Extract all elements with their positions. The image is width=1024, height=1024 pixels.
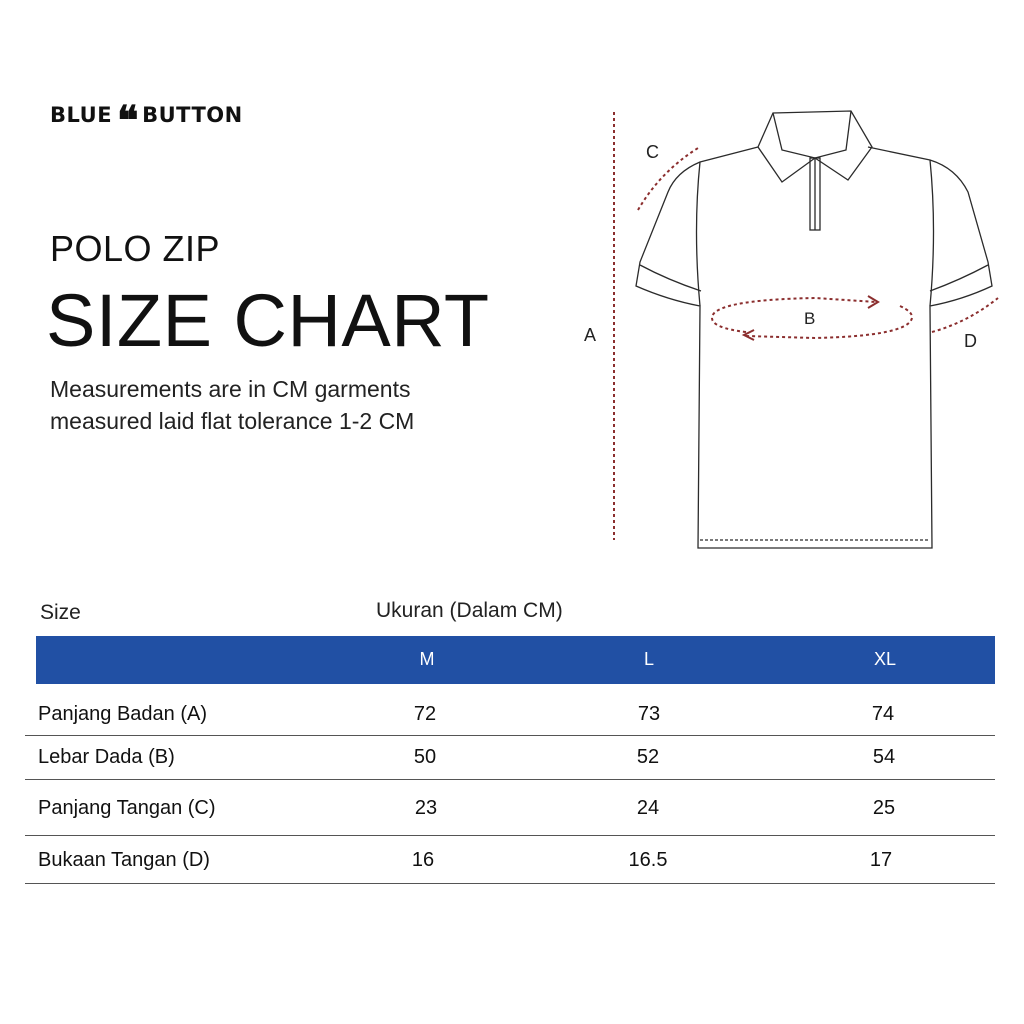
cell-l: 24 (636, 797, 660, 819)
label-a: A (584, 325, 597, 345)
measure-line-d (931, 297, 999, 333)
table-row: Panjang Badan (A) 72 73 74 (25, 700, 995, 736)
cell-xl: 17 (869, 849, 893, 871)
table-row: Bukaan Tangan (D) 16 16.5 17 (25, 835, 995, 884)
brand-name-left: BLUE (50, 103, 113, 127)
cell-m: 16 (411, 849, 435, 871)
cell-xl: 25 (872, 797, 896, 819)
quote-mark-icon: ❝ (117, 97, 140, 144)
row-label: Bukaan Tangan (D) (38, 849, 210, 871)
cell-m: 72 (413, 703, 437, 725)
measure-line-b (710, 296, 914, 340)
cell-m: 23 (414, 797, 438, 819)
label-b: B (804, 309, 816, 328)
product-name: POLO ZIP (50, 228, 221, 269)
page-title: SIZE CHART (46, 279, 490, 362)
table-row: Lebar Dada (B) 50 52 54 (25, 735, 995, 780)
label-c: C (646, 142, 659, 162)
row-label: Lebar Dada (B) (38, 746, 175, 768)
label-d: D (964, 331, 977, 351)
column-header-l: L (643, 649, 654, 669)
table-row: Panjang Tangan (C) 23 24 25 (25, 779, 995, 836)
cell-l: 73 (637, 703, 661, 725)
cell-m: 50 (413, 746, 437, 768)
shirt-body-outline (635, 146, 993, 549)
polo-shirt-diagram (613, 110, 999, 549)
column-header-xl: XL (873, 649, 897, 669)
measure-line-c (637, 147, 699, 211)
measurement-note: Measurements are in CM garments measured… (50, 376, 415, 434)
table-header: M L XL (36, 636, 995, 684)
row-label: Panjang Badan (A) (38, 703, 208, 725)
cell-l: 52 (636, 746, 660, 768)
cell-xl: 74 (871, 703, 895, 725)
brand-name-right: BUTTON (142, 103, 243, 127)
cell-xl: 54 (872, 746, 896, 768)
collar (757, 110, 873, 183)
cell-l: 16.5 (628, 849, 668, 871)
brand-logo: BLUE ❝ BUTTON (50, 101, 243, 141)
column-header-m: M (419, 649, 435, 669)
unit-label: Ukuran (Dalam CM) (376, 599, 563, 622)
row-label: Panjang Tangan (C) (38, 797, 216, 819)
size-label: Size (40, 601, 81, 624)
